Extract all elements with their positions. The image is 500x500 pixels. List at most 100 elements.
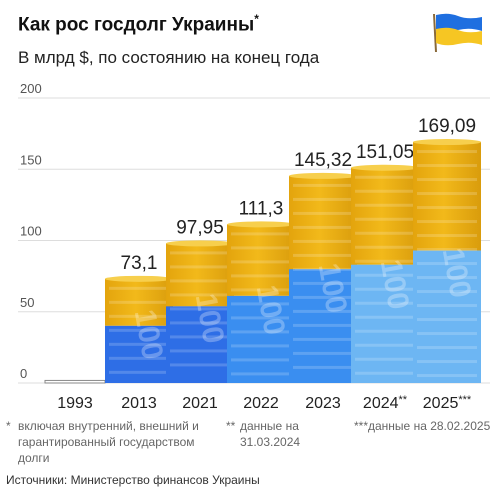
bar — [227, 295, 295, 383]
roll-texture — [417, 346, 477, 350]
roll-texture — [170, 335, 230, 339]
roll-texture — [170, 279, 230, 283]
roll-texture — [170, 265, 230, 269]
roll-texture — [417, 234, 477, 238]
bar-cap — [166, 240, 234, 247]
roll-texture — [355, 231, 415, 235]
roll-texture — [231, 344, 291, 348]
roll-texture — [170, 349, 230, 353]
roll-texture — [417, 220, 477, 224]
value-label: 169,09 — [418, 116, 476, 137]
roll-texture — [231, 288, 291, 292]
roll-texture — [231, 232, 291, 236]
roll-texture — [355, 315, 415, 319]
roll-texture — [355, 343, 415, 347]
x-tick-label: 2022 — [243, 395, 279, 412]
roll-texture — [293, 337, 353, 341]
roll-texture — [355, 217, 415, 221]
x-tick-label: 1993 — [57, 395, 93, 412]
roll-texture — [109, 356, 169, 360]
y-tick-label: 100 — [20, 224, 42, 239]
bar-group: 100 — [227, 221, 295, 383]
y-tick-label: 50 — [20, 295, 34, 310]
roll-texture — [109, 300, 169, 304]
roll-texture — [417, 276, 477, 280]
roll-texture — [355, 245, 415, 249]
roll-texture — [109, 342, 169, 346]
roll-texture — [293, 295, 353, 299]
footnote-1: * включая внутренний, внешний и гарантир… — [6, 419, 199, 465]
roll-texture — [170, 321, 230, 325]
bar-top-segment — [227, 224, 295, 296]
bar — [413, 250, 481, 383]
roll-texture — [170, 293, 230, 297]
roll-texture — [417, 332, 477, 336]
bar — [44, 379, 106, 384]
bar — [289, 269, 357, 383]
x-tick-label: 2021 — [182, 395, 218, 412]
roll-texture — [293, 253, 353, 257]
bar-chart: 050100150200199310073,1201310097,9520211… — [18, 81, 490, 412]
roll-texture — [355, 371, 415, 375]
roll-texture — [293, 239, 353, 243]
bar-group: 100 — [166, 240, 234, 383]
bar-top-segment — [351, 167, 419, 265]
roll-texture — [417, 178, 477, 182]
roll-texture — [355, 301, 415, 305]
value-label: 97,95 — [176, 217, 224, 238]
roll-texture — [293, 183, 353, 187]
bar — [105, 325, 173, 383]
roll-texture — [109, 328, 169, 332]
bar-cap — [105, 275, 173, 282]
roll-texture — [231, 246, 291, 250]
bar-cap — [289, 172, 357, 179]
roll-texture — [417, 360, 477, 364]
footnote-2: ** данные на 31.03.2024 — [226, 419, 301, 449]
chart-subtitle: В млрд $, по состоянию на конец года — [18, 48, 320, 67]
roll-texture — [417, 206, 477, 210]
footnote-3: *** данные на 28.02.2025 — [354, 419, 491, 433]
bar-cap — [413, 139, 481, 146]
value-label: 111,3 — [239, 198, 284, 219]
roll-texture — [417, 262, 477, 266]
roll-texture — [293, 267, 353, 271]
roll-texture — [355, 203, 415, 207]
roll-texture — [355, 329, 415, 333]
y-tick-label: 0 — [20, 366, 27, 381]
roll-texture — [231, 316, 291, 320]
roll-texture — [293, 323, 353, 327]
bar-top-segment — [105, 278, 173, 326]
bar-group: 100 — [413, 139, 481, 383]
y-tick-label: 150 — [20, 152, 42, 167]
bar-group: 100 — [289, 172, 357, 383]
source-note: Источники: Министерство финансов Украины — [6, 473, 260, 487]
roll-texture — [417, 248, 477, 252]
roll-texture — [293, 351, 353, 355]
value-label: 73,1 — [121, 253, 158, 274]
bar-top-segment — [166, 243, 234, 307]
roll-texture — [417, 304, 477, 308]
chart-title: Как рос госдолг Украины* — [18, 12, 259, 36]
value-label: 151,05 — [356, 142, 414, 163]
roll-texture — [355, 287, 415, 291]
x-tick-label: 2023 — [305, 395, 341, 412]
bar-group: 100 — [351, 164, 419, 383]
roll-texture — [231, 302, 291, 306]
roll-texture — [109, 314, 169, 318]
bar-group — [44, 379, 106, 384]
roll-texture — [293, 211, 353, 215]
x-tick-label: 2025*** — [423, 394, 472, 412]
roll-texture — [293, 309, 353, 313]
bar-cap — [351, 164, 419, 171]
roll-texture — [170, 251, 230, 255]
roll-texture — [231, 330, 291, 334]
roll-texture — [355, 273, 415, 277]
roll-texture — [417, 164, 477, 168]
x-tick-label: 2013 — [121, 395, 157, 412]
roll-texture — [417, 318, 477, 322]
bar-group: 100 — [105, 275, 173, 383]
x-tick-label: 2024** — [363, 394, 408, 412]
bar-cap — [227, 221, 295, 228]
roll-texture — [417, 150, 477, 154]
roll-texture — [355, 175, 415, 179]
